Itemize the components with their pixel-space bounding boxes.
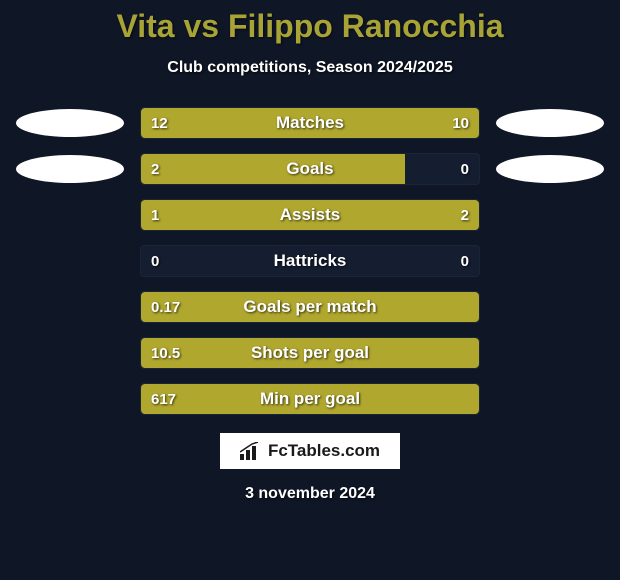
spacer	[496, 293, 604, 321]
stat-label: Shots per goal	[141, 338, 479, 368]
stat-value-right: 2	[461, 200, 469, 230]
player-left-marker	[16, 155, 124, 183]
spacer	[496, 385, 604, 413]
stat-label: Min per goal	[141, 384, 479, 414]
spacer	[496, 247, 604, 275]
stat-label: Matches	[141, 108, 479, 138]
spacer	[16, 201, 124, 229]
stat-bar: 0Hattricks0	[140, 245, 480, 277]
stat-row: 10.5Shots per goal	[0, 337, 620, 369]
branding-label: FcTables.com	[268, 441, 380, 461]
stat-row: 1Assists2	[0, 199, 620, 231]
spacer	[16, 247, 124, 275]
player-right-marker	[496, 155, 604, 183]
stat-row: 617Min per goal	[0, 383, 620, 415]
player-left-marker	[16, 109, 124, 137]
stat-row: 12Matches10	[0, 107, 620, 139]
stat-label: Goals per match	[141, 292, 479, 322]
stat-row: 0.17Goals per match	[0, 291, 620, 323]
spacer	[496, 201, 604, 229]
subtitle: Club competitions, Season 2024/2025	[167, 59, 452, 77]
spacer	[496, 339, 604, 367]
stat-bar: 2Goals0	[140, 153, 480, 185]
branding-box: FcTables.com	[220, 433, 400, 469]
stat-bar: 10.5Shots per goal	[140, 337, 480, 369]
page-title: Vita vs Filippo Ranocchia	[116, 8, 503, 45]
stat-label: Hattricks	[141, 246, 479, 276]
stat-value-right: 0	[461, 154, 469, 184]
stat-row: 0Hattricks0	[0, 245, 620, 277]
spacer	[16, 385, 124, 413]
stat-value-right: 10	[452, 108, 469, 138]
spacer	[16, 293, 124, 321]
date-label: 3 november 2024	[245, 485, 375, 503]
stats-container: 12Matches102Goals01Assists20Hattricks00.…	[0, 107, 620, 415]
stat-row: 2Goals0	[0, 153, 620, 185]
chart-icon	[240, 442, 262, 460]
spacer	[16, 339, 124, 367]
stat-value-right: 0	[461, 246, 469, 276]
stat-label: Assists	[141, 200, 479, 230]
stat-label: Goals	[141, 154, 479, 184]
stat-bar: 617Min per goal	[140, 383, 480, 415]
stat-bar: 12Matches10	[140, 107, 480, 139]
player-right-marker	[496, 109, 604, 137]
stat-bar: 1Assists2	[140, 199, 480, 231]
stat-bar: 0.17Goals per match	[140, 291, 480, 323]
